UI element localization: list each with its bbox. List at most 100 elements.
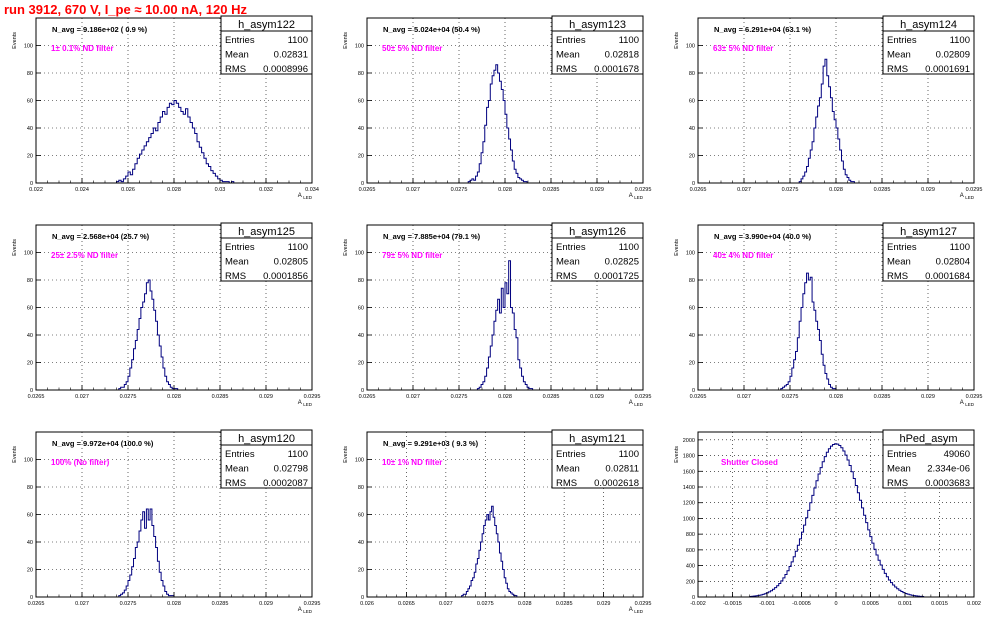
y-tick-label: 40 — [689, 333, 695, 339]
x-tick-label: 0.027 — [439, 601, 453, 607]
stats-value: 0.02809 — [936, 50, 970, 61]
y-tick-label: 0 — [30, 595, 33, 601]
stats-value: 0.0002087 — [263, 478, 308, 489]
x-tick-label: 0.0285 — [543, 187, 560, 193]
y-tick-label: 60 — [27, 513, 33, 519]
histogram-panel-h_asym127: 0.0265 0.027 0.0275 0.028 0.0285 0.029 0.0295 0… — [674, 222, 983, 407]
y-axis-label: Events — [12, 32, 18, 49]
y-tick-label: 20 — [689, 154, 695, 160]
y-tick-label: 1600 — [683, 469, 695, 475]
y-tick-label: 60 — [689, 99, 695, 105]
y-tick-label: 80 — [689, 71, 695, 77]
stats-label: Entries — [225, 35, 255, 46]
x-tick-label: 0.029 — [259, 394, 273, 400]
x-tick-label: 0.0265 — [690, 394, 707, 400]
y-axis-label: Events — [674, 446, 680, 463]
y-tick-label: 20 — [27, 154, 33, 160]
x-tick-label: 0.0265 — [28, 601, 45, 607]
y-tick-label: 60 — [358, 513, 364, 519]
stats-value: 0.0001678 — [594, 64, 639, 75]
histogram-panel-h_asym125: 0.0265 0.027 0.0275 0.028 0.0285 0.029 0.0295 0… — [12, 222, 320, 407]
x-tick-label: 0.029 — [590, 394, 604, 400]
stats-value: 1100 — [288, 242, 308, 253]
stats-value: 0.0008996 — [263, 64, 308, 75]
y-tick-label: 80 — [358, 278, 364, 284]
x-tick-label: 0.0285 — [543, 394, 560, 400]
histogram-line-h_asym123 — [467, 64, 528, 183]
y-axis-label: Events — [12, 446, 18, 463]
x-tick-label: 0.0285 — [556, 601, 573, 607]
histogram-name: h_asym120 — [238, 433, 295, 445]
navg-label: N_avg = 6.291e+04 (63.1 %) — [714, 25, 812, 34]
x-tick-label: -0.002 — [690, 601, 706, 607]
x-tick-label: 0.027 — [406, 187, 420, 193]
y-tick-label: 100 — [24, 458, 33, 464]
x-tick-label: 0.028 — [167, 187, 181, 193]
x-tick-label: 0.0275 — [451, 187, 468, 193]
x-tick-label: 0.026 — [360, 601, 374, 607]
y-tick-label: 40 — [27, 540, 33, 546]
stats-value: 0.0001684 — [925, 271, 970, 282]
y-tick-label: 1400 — [683, 485, 695, 491]
histogram-name: h_asym126 — [569, 226, 626, 238]
x-tick-label: 0.029 — [590, 187, 604, 193]
stats-value: 1100 — [950, 242, 970, 253]
y-tick-label: 100 — [686, 251, 695, 257]
y-tick-label: 200 — [686, 579, 695, 585]
y-tick-label: 20 — [689, 361, 695, 367]
stats-label: Entries — [225, 242, 255, 253]
histogram-name: h_asym122 — [238, 19, 295, 31]
x-tick-label: 0.0275 — [782, 187, 799, 193]
x-tick-label: 0.027 — [75, 394, 89, 400]
stats-label: Entries — [225, 449, 255, 460]
stats-label: RMS — [556, 271, 577, 282]
x-axis-label: A LED — [960, 193, 975, 200]
x-axis-label: A LED — [629, 607, 644, 614]
stats-label: Mean — [225, 257, 249, 268]
histogram-name: h_asym125 — [238, 226, 295, 238]
y-tick-label: 100 — [355, 251, 364, 257]
stats-value: 1100 — [619, 449, 639, 460]
stats-value: 0.02798 — [274, 464, 308, 475]
y-tick-label: 80 — [689, 278, 695, 284]
histogram-name: h_asym121 — [569, 433, 626, 445]
y-tick-label: 20 — [27, 361, 33, 367]
stats-label: RMS — [887, 271, 908, 282]
y-tick-label: 80 — [358, 485, 364, 491]
stats-box — [220, 15, 313, 75]
navg-label: N_avg = 5.024e+04 (50.4 %) — [383, 25, 481, 34]
stats-label: RMS — [556, 478, 577, 489]
y-tick-label: 600 — [686, 548, 695, 554]
x-axis-label: A LED — [960, 400, 975, 407]
stats-label: Mean — [556, 257, 580, 268]
x-tick-label: 0.0275 — [782, 394, 799, 400]
y-tick-label: 40 — [689, 126, 695, 132]
x-tick-label: 0.0295 — [966, 394, 983, 400]
y-tick-label: 40 — [27, 126, 33, 132]
x-tick-label: 0.029 — [921, 187, 935, 193]
y-tick-label: 0 — [30, 388, 33, 394]
filter-annotation: 25± 2.5% ND filter — [51, 251, 118, 260]
histogram-name: h_asym123 — [569, 19, 626, 31]
stats-label: Mean — [225, 50, 249, 61]
stats-box — [882, 429, 975, 489]
histogram-line-h_asym125 — [118, 279, 179, 390]
stats-box — [220, 222, 313, 282]
stats-label: Mean — [556, 464, 580, 475]
x-tick-label: 0.028 — [498, 187, 512, 193]
x-tick-label: 0.029 — [921, 394, 935, 400]
y-axis-label: Events — [343, 446, 349, 463]
stats-label: Entries — [887, 242, 917, 253]
stats-value: 0.02805 — [274, 257, 308, 268]
navg-label: N_avg = 9.972e+04 (100.0 %) — [52, 439, 154, 448]
filter-annotation: 1± 0.1% ND filter — [51, 44, 114, 53]
y-tick-label: 100 — [686, 44, 695, 50]
histogram-panel-h_asym121: 0.026 0.0265 0.027 0.0275 0.028 0.0285 0.029 0.… — [343, 429, 651, 614]
x-tick-label: 0.027 — [75, 601, 89, 607]
y-tick-label: 100 — [24, 44, 33, 50]
stats-value: 2.334e-06 — [927, 464, 970, 475]
stats-label: Entries — [887, 35, 917, 46]
stats-label: Mean — [887, 50, 911, 61]
x-tick-label: 0.028 — [167, 394, 181, 400]
x-tick-label: 0.028 — [518, 601, 532, 607]
